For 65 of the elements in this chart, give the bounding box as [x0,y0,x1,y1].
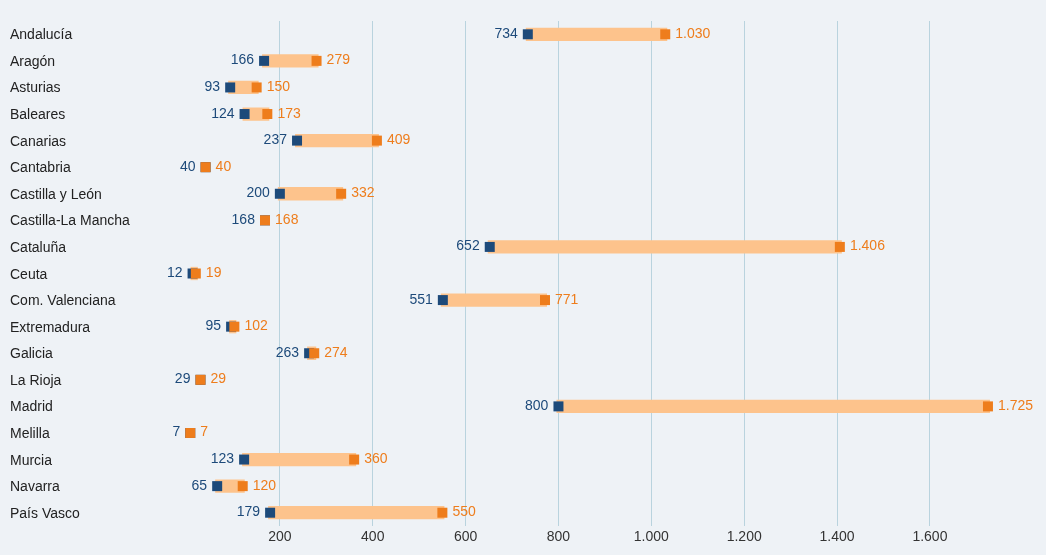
x-tick-label: 1.400 [819,528,855,544]
y-tick-label: Andalucía [10,26,73,42]
data-label: 19 [203,264,225,280]
y-tick-label: Asturias [10,79,61,95]
data-label: 150 [263,77,293,94]
data-label: 279 [323,51,353,68]
data-label: 102 [241,317,271,334]
data-label: 200 [243,184,273,201]
x-tick-label: 1.200 [726,528,762,544]
x-tick-label: 800 [546,528,571,544]
y-tick-label: Murcia [10,452,53,468]
y-tick-label: Ceuta [10,266,48,282]
data-label: 274 [321,343,351,360]
data-label: 179 [233,503,263,520]
y-tick-label: Extremadura [10,319,91,335]
data-label: 7 [197,423,211,440]
x-tick-label: 1.600 [912,528,948,544]
data-label: 29 [207,370,229,387]
data-label: 332 [348,184,378,201]
data-label: 771 [552,290,582,307]
data-label: 734 [491,24,521,41]
y-tick-label: Navarra [10,478,61,494]
y-tick-label: Canarias [10,133,67,149]
data-label: 12 [164,264,186,280]
y-tick-label: La Rioja [10,372,62,388]
data-label: 166 [227,51,257,68]
data-label: 120 [249,476,279,493]
y-tick-label: Baleares [10,106,66,122]
data-label: 800 [522,396,552,413]
y-tick-label: Madrid [10,398,53,414]
data-label: 409 [384,131,414,148]
data-label: 168 [228,210,258,227]
data-label: 40 [177,157,199,174]
data-label: 40 [212,157,235,174]
data-label: 550 [449,503,479,520]
y-tick-label: Galicia [10,345,54,361]
data-label: 65 [188,476,210,493]
y-tick-label: País Vasco [10,505,80,521]
data-label: 1.406 [847,237,888,254]
y-tick-label: Castilla y León [10,186,102,202]
data-label: 95 [202,317,224,334]
x-tick-label: 400 [361,528,385,544]
data-label: 652 [453,237,483,254]
data-label: 29 [172,370,194,387]
data-label: 7 [169,423,183,440]
x-tick-label: 600 [453,528,478,544]
data-label: 360 [361,450,391,467]
y-tick-label: Com. Valenciana [10,292,116,308]
data-label: 168 [272,210,302,227]
data-label: 237 [260,131,290,148]
y-tick-label: Melilla [10,425,50,441]
y-tick-label: Castilla-La Mancha [10,212,131,228]
data-label: 1.030 [672,24,714,41]
data-label: 1.725 [995,396,1036,413]
data-label: 551 [406,290,436,307]
x-tick-label: 1.000 [633,528,670,544]
data-label: 124 [208,104,238,121]
y-tick-label: Aragón [10,53,56,69]
data-label: 93 [201,77,223,94]
data-label: 173 [274,104,304,121]
data-label: 263 [272,343,302,360]
data-label: 123 [207,450,237,467]
x-tick-label: 200 [268,528,292,544]
y-tick-label: Cantabria [10,159,71,175]
y-tick-label: Cataluña [10,239,67,255]
